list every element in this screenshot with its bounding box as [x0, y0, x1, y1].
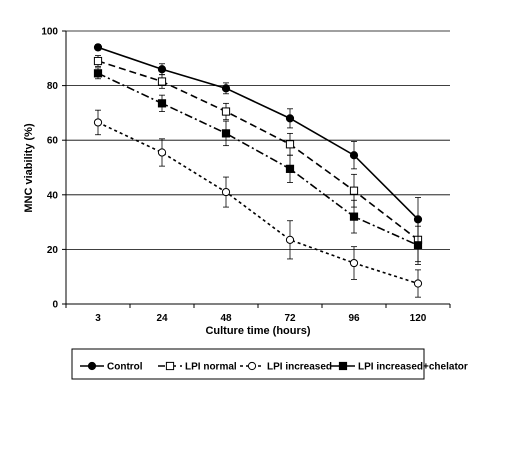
data-point — [93, 69, 103, 78]
legend-item-0: Control — [80, 362, 143, 373]
series-1 — [93, 55, 423, 263]
data-point — [349, 186, 359, 195]
y-tick-labels: 0 20 40 60 80 100 — [41, 27, 58, 311]
data-point — [285, 164, 295, 173]
legend-label: LPI normal — [185, 362, 237, 373]
data-point — [93, 43, 103, 52]
legend-item-3: LPI increased+chelator — [331, 362, 468, 373]
data-point — [221, 187, 231, 197]
x-tick-label: 3 — [95, 313, 101, 324]
legend-label: Control — [107, 362, 143, 373]
legend-label: LPI increased+chelator — [358, 362, 468, 373]
data-point — [157, 99, 167, 108]
legend-box — [71, 348, 425, 380]
data-point — [349, 212, 359, 221]
y-tick-label: 40 — [47, 190, 59, 201]
data-point — [157, 148, 167, 157]
legend-marker — [247, 361, 257, 371]
data-point — [93, 118, 103, 127]
legend-marker — [165, 361, 175, 371]
series-3 — [93, 67, 423, 265]
series-0 — [93, 43, 423, 242]
x-tick-label: 24 — [156, 313, 168, 324]
y-tick-label: 20 — [47, 245, 59, 256]
y-tick-label: 60 — [47, 136, 59, 147]
x-axis-title: Culture time (hours) — [205, 325, 310, 337]
data-point — [157, 65, 167, 74]
x-tick-label: 48 — [220, 313, 232, 324]
y-axis-title: MNC viability (%) — [23, 123, 35, 213]
legend-label: LPI increased — [267, 362, 332, 373]
series-group — [93, 43, 423, 298]
data-point — [285, 235, 295, 244]
x-tick-labels: 3 24 48 72 96 120 — [95, 313, 427, 324]
legend-item-2: LPI increased — [240, 362, 332, 373]
x-tick-label: 72 — [284, 313, 296, 324]
legend: Control LPI normal LPI increased LPI increa… — [71, 348, 468, 380]
series-line — [97, 46, 419, 220]
legend-item-1: LPI normal — [158, 362, 237, 373]
legend-marker — [87, 361, 97, 371]
data-point — [349, 258, 359, 268]
data-point — [413, 241, 423, 250]
series-line — [97, 72, 419, 247]
legend-marker — [338, 361, 348, 371]
data-point — [349, 151, 359, 160]
series-2 — [93, 109, 423, 298]
x-tick-label: 120 — [410, 313, 427, 324]
y-tick-label: 80 — [47, 81, 59, 92]
data-point — [285, 114, 295, 123]
data-point — [221, 107, 231, 116]
y-tick-label: 100 — [41, 27, 58, 38]
axes — [62, 30, 451, 308]
grid-lines — [66, 30, 450, 250]
data-point — [285, 140, 295, 149]
x-tick-label: 96 — [348, 313, 360, 324]
y-tick-label: 0 — [52, 300, 58, 311]
data-point — [93, 56, 103, 66]
data-point — [157, 77, 167, 86]
data-point — [221, 84, 231, 93]
data-point — [413, 279, 423, 288]
data-point — [221, 129, 231, 138]
series-line — [97, 60, 419, 241]
